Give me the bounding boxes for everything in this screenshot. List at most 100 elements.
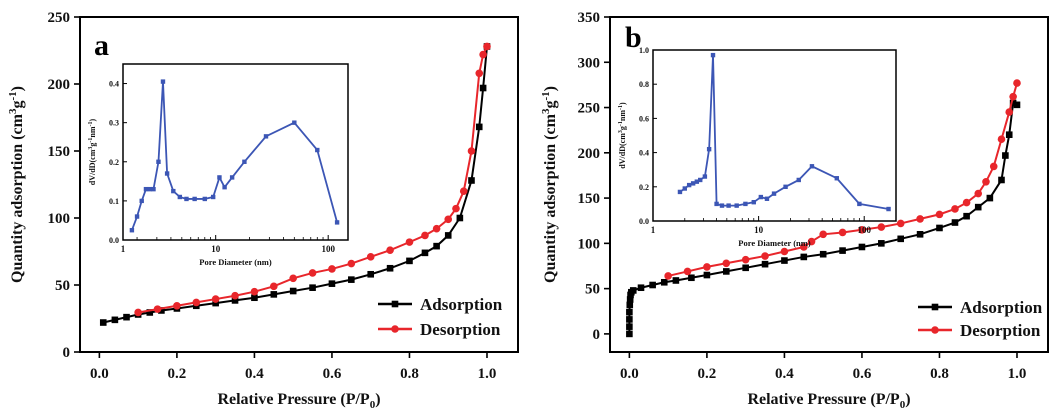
x-axis-title-main: Relative Pressure (P/P [217,391,369,408]
data-point [703,271,711,279]
data-point [989,162,998,171]
data-point [99,319,107,326]
inset-y-title-superscript: 3 [88,147,94,150]
inset-data-point [292,120,297,125]
data-point [328,265,336,273]
data-point [1013,79,1021,87]
inset-y-tick-label: 0.2 [639,183,649,192]
inset-data-point [202,196,207,202]
inset-data-point [682,186,687,191]
inset-y-title-mid: g [88,143,97,147]
series-desorption [134,42,491,317]
data-point [1009,92,1017,101]
data-point [270,282,278,291]
inset-data-point [263,134,269,139]
inset-data-point [698,177,703,183]
inset-data-point [164,171,170,176]
data-point [231,291,239,300]
data-point [683,267,692,276]
x-axis-title: Relative Pressure (P/P0) [217,391,380,411]
inset-y-title-main: dV/dD(cm [88,149,97,185]
x-axis-title-end: ) [905,391,910,408]
data-point [211,295,220,303]
inset-data-point [758,194,764,200]
data-point [231,297,239,304]
data-point [858,225,866,234]
y-axis-title-superscript: 3 [540,108,552,114]
data-point [111,316,119,324]
data-point [347,259,356,268]
plot-frame [79,16,519,353]
inset-data-point [139,198,144,204]
inset-data-point [857,201,862,207]
inset-x-tick-label: 1 [651,225,656,235]
data-point [722,268,730,275]
data-point [406,257,413,265]
inset-pore-distribution: 1 10 100 0.0 0.2 0.4 0.6 0.8 1.0 Pore Diameter (n… [618,46,897,248]
data-point [134,308,142,317]
data-point [800,253,808,261]
legend-marker [931,326,939,334]
data-point [153,305,162,313]
data-point [192,298,201,307]
panel-letter: a [94,29,109,62]
data-point [483,42,491,51]
data-point [761,260,769,268]
data-point [386,246,394,254]
data-point [289,274,297,283]
inset-x-tick-label: 10 [754,225,764,235]
data-point [452,204,460,213]
inset-y-title-end: ) [88,118,97,121]
data-point [951,219,959,226]
x-axis-title-subscript: 0 [370,399,376,411]
x-tick-label: 0.6 [323,366,342,382]
inset-data-point [834,176,839,181]
data-point [781,257,788,264]
inset-data-point [177,194,183,200]
panel-letter: b [625,21,642,54]
inset-data-point [706,146,712,152]
y-tick-label: 100 [578,236,601,252]
legend-label: Adsorption [960,298,1043,317]
inset-data-point [734,203,739,208]
data-point [1009,99,1017,107]
inset-data-point [702,174,708,179]
data-point [780,247,789,256]
inset-data-point [783,184,788,189]
x-tick-label: 0.8 [400,366,419,382]
x-tick-label: 0.4 [245,366,264,382]
data-point [270,291,278,298]
data-point [626,316,633,323]
inset-data-point [129,228,135,233]
data-point [974,203,982,211]
inset-y-title-superscript: 3 [618,130,624,133]
data-point [158,307,165,314]
data-point [459,187,468,195]
inset-y-title-superscript: -1 [618,121,624,126]
data-point [467,147,476,155]
inset-data-point [143,186,149,192]
inset-data-point [719,203,725,208]
inset-data-point [315,147,320,153]
x-tick-label: 1.0 [1008,366,1027,382]
data-point [626,323,633,330]
data-point [421,249,429,257]
x-tick-label: 0.2 [168,366,187,382]
x-axis-title: Relative Pressure (P/P0) [747,391,910,411]
data-point [839,247,846,254]
inset-frame [122,63,349,241]
data-point [475,123,483,131]
inset-y-title-mid: nm [88,126,97,137]
data-point [123,313,130,321]
data-point [479,50,487,59]
data-point [146,309,154,316]
data-point [626,330,633,338]
data-point [807,237,816,246]
inset-y-tick-label: 0.0 [109,236,119,245]
legend: Adsorption Desorption [918,298,1043,340]
data-point [800,243,808,251]
data-point [951,205,959,213]
y-axis-title-main: Quantity adsorption (cm [9,113,26,283]
data-point [1002,152,1009,159]
